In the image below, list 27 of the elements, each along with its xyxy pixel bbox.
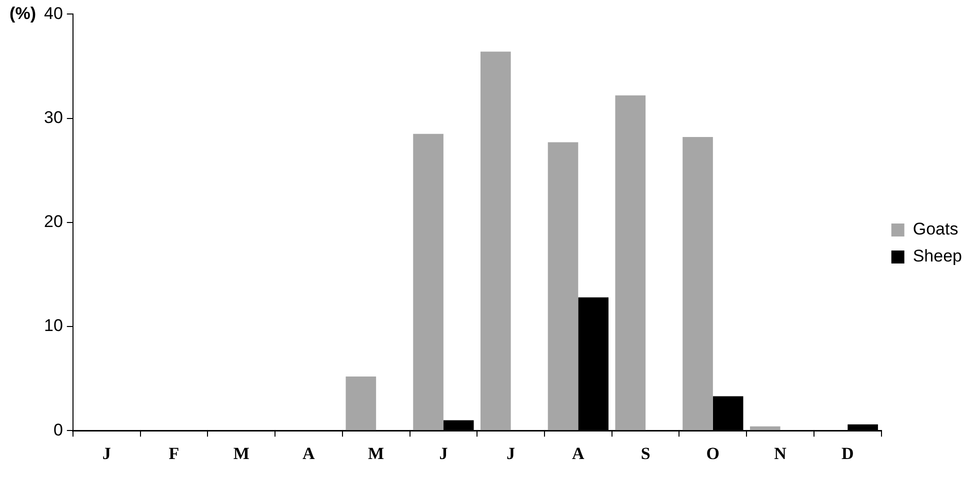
bar — [682, 137, 713, 430]
x-tick-label: A — [572, 444, 586, 464]
bar — [548, 142, 578, 430]
x-tick-label: N — [774, 444, 788, 464]
legend-label: Sheep — [912, 246, 962, 266]
y-tick-label: 20 — [44, 212, 63, 232]
bar — [615, 95, 646, 430]
y-tick-label: 10 — [44, 316, 63, 336]
x-tick-label: J — [506, 444, 516, 464]
x-tick-label: D — [842, 444, 854, 464]
bar — [750, 426, 780, 430]
x-tick-label: J — [439, 444, 448, 464]
x-tick-label: F — [168, 444, 180, 464]
x-tick-label: O — [706, 444, 720, 464]
y-tick-label: 30 — [44, 108, 63, 127]
x-tick-label: S — [640, 444, 650, 464]
x-tick-label: A — [302, 444, 316, 464]
legend-label: Goats — [912, 220, 958, 239]
y-tick-label: 0 — [53, 420, 63, 440]
x-tick-label: M — [368, 444, 384, 464]
bar — [346, 376, 376, 430]
y-tick-label: 40 — [44, 4, 63, 23]
bar — [413, 134, 444, 430]
x-tick-label: M — [233, 444, 250, 464]
bar — [480, 52, 511, 430]
x-tick-label: J — [102, 444, 112, 464]
y-axis-title: (%) — [10, 4, 36, 23]
